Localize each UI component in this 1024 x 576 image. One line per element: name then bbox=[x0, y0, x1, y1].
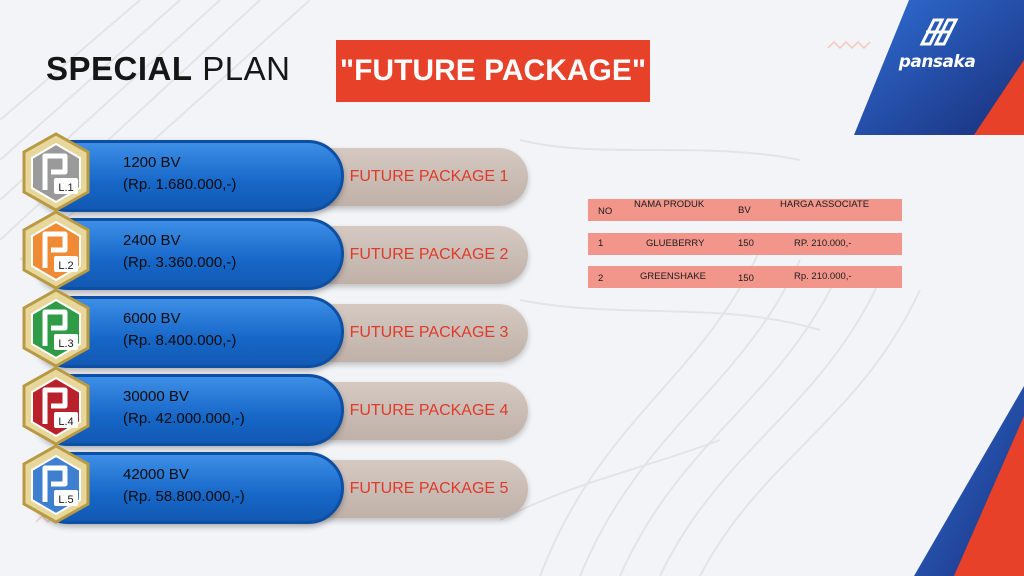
badge-level-label: L.1 bbox=[58, 182, 73, 194]
package-bv: 30000 BV bbox=[123, 388, 189, 405]
package-name: FUTURE PACKAGE 4 bbox=[349, 402, 509, 419]
header-no: NO bbox=[598, 206, 613, 217]
package-name: FUTURE PACKAGE 2 bbox=[349, 246, 509, 263]
package-price: (Rp. 3.360.000,-) bbox=[123, 254, 237, 271]
title-plan: PLAN bbox=[202, 50, 291, 87]
package-price: (Rp. 58.800.000,-) bbox=[123, 488, 245, 505]
row-harga: Rp. 210.000,- bbox=[794, 271, 852, 282]
package-row: FUTURE PACKAGE 2 2400 BV (Rp. 3.360.000,-)… bbox=[20, 210, 528, 298]
header-harga: HARGA ASSOCIATE bbox=[780, 199, 870, 210]
package-bv: 42000 BV bbox=[123, 466, 189, 483]
package-name: FUTURE PACKAGE 3 bbox=[349, 324, 509, 341]
title-highlight: "FUTURE PACKAGE" bbox=[339, 54, 647, 87]
row-harga: RP. 210.000,- bbox=[794, 238, 852, 249]
brand-name: pansaka bbox=[898, 52, 976, 72]
package-row: FUTURE PACKAGE 5 42000 BV (Rp. 58.800.000,… bbox=[20, 444, 528, 532]
package-name: FUTURE PACKAGE 5 bbox=[349, 480, 509, 497]
package-bv: 6000 BV bbox=[123, 310, 181, 327]
package-price: (Rp. 8.400.000,-) bbox=[123, 332, 237, 349]
badge-level-label: L.3 bbox=[58, 338, 73, 350]
badge-level-label: L.5 bbox=[58, 494, 73, 506]
page-title: SPECIAL PLAN bbox=[46, 50, 290, 88]
package-row: FUTURE PACKAGE 1 1200 BV (Rp. 1.680.000,-)… bbox=[20, 132, 528, 220]
title-special: SPECIAL bbox=[46, 50, 193, 87]
table-header: NO NAMA PRODUK BV HARGA ASSOCIATE bbox=[588, 199, 902, 221]
table-row: 1 GLUEBERRY 150 RP. 210.000,- bbox=[588, 233, 902, 255]
row-bv: 150 bbox=[738, 238, 754, 249]
package-price: (Rp. 1.680.000,-) bbox=[123, 176, 237, 193]
header-name: NAMA PRODUK bbox=[634, 199, 705, 210]
title-highlight-box: "FUTURE PACKAGE" bbox=[336, 40, 650, 102]
badge-level-label: L.2 bbox=[58, 260, 73, 272]
package-name: FUTURE PACKAGE 1 bbox=[349, 168, 509, 185]
package-price: (Rp. 42.000.000,-) bbox=[123, 410, 245, 427]
row-name: GREENSHAKE bbox=[640, 271, 706, 282]
brand-logo: pansaka bbox=[892, 14, 982, 76]
level-badge-icon: L.1 bbox=[22, 132, 90, 212]
package-row: FUTURE PACKAGE 4 30000 BV (Rp. 42.000.000,… bbox=[20, 366, 528, 454]
level-badge-icon: L.4 bbox=[22, 366, 90, 446]
corner-decoration-top-right bbox=[854, 0, 1024, 135]
pansaka-logo-icon bbox=[919, 18, 959, 46]
corner-decoration-bottom-right bbox=[914, 386, 1024, 576]
row-no: 2 bbox=[598, 273, 604, 284]
badge-level-label: L.4 bbox=[58, 416, 73, 428]
header-bv: BV bbox=[738, 205, 751, 216]
package-bv: 1200 BV bbox=[123, 154, 181, 171]
level-badge-icon: L.5 bbox=[22, 444, 90, 524]
table-row: 2 GREENSHAKE 150 Rp. 210.000,- bbox=[588, 266, 902, 288]
level-badge-icon: L.2 bbox=[22, 210, 90, 290]
row-no: 1 bbox=[598, 238, 604, 249]
row-name: GLUEBERRY bbox=[646, 238, 705, 249]
package-row: FUTURE PACKAGE 3 6000 BV (Rp. 8.400.000,-)… bbox=[20, 288, 528, 376]
row-bv: 150 bbox=[738, 273, 754, 284]
level-badge-icon: L.3 bbox=[22, 288, 90, 368]
package-bv: 2400 BV bbox=[123, 232, 181, 249]
